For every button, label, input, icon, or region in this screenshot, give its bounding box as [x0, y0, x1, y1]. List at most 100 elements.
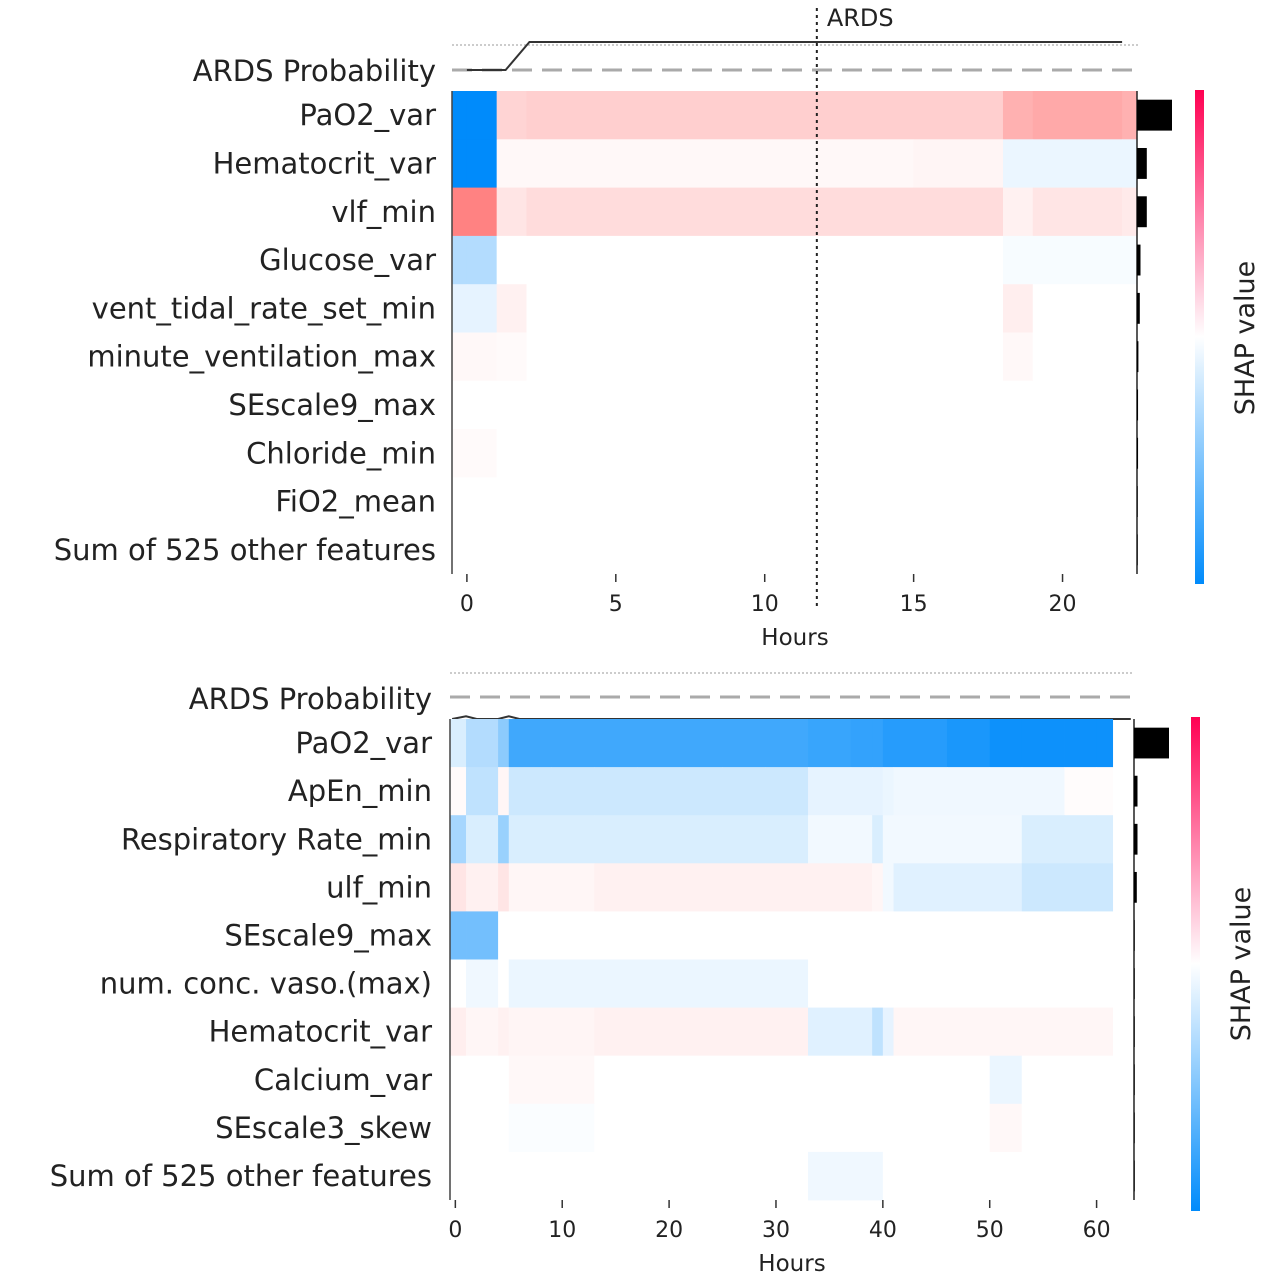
colorbar-label: SHAP value [1226, 887, 1257, 1042]
heatmap-cell [1032, 139, 1123, 188]
colorbar-label: SHAP value [1230, 261, 1261, 416]
heatmap-cell [850, 1007, 873, 1057]
heatmap-cell [1021, 1055, 1065, 1105]
heatmap-cell [722, 1007, 766, 1057]
heatmap-cell [466, 187, 498, 237]
feature-label: Sum of 525 other features [50, 1159, 432, 1193]
heatmap-cell [882, 1151, 894, 1201]
heatmap-cell [1002, 525, 1034, 575]
heatmap-cell [1096, 1007, 1114, 1057]
heatmap-cell [882, 767, 894, 816]
importance-bar [1137, 99, 1172, 131]
heatmap-cell [1122, 380, 1138, 430]
x-tick-label: 15 [900, 592, 928, 617]
heatmap-cell [508, 767, 552, 816]
heatmap-cell [989, 815, 1023, 864]
heatmap-cell [913, 187, 1004, 237]
heatmap-cell [1002, 332, 1034, 382]
output-row-label: ARDS Probability [189, 682, 432, 716]
heatmap-cell [946, 863, 991, 912]
heatmap-cell [913, 477, 1004, 527]
heatmap-cell [765, 719, 809, 768]
heatmap-cell [450, 863, 467, 912]
x-tick-label: 20 [655, 1218, 683, 1243]
heatmap-cell [893, 767, 948, 816]
heatmap-cell [1064, 815, 1097, 864]
heatmap-cell [452, 525, 468, 575]
heatmap-cell [882, 1055, 894, 1105]
probability-curve [466, 41, 1123, 71]
heatmap-cell [808, 1055, 852, 1105]
heatmap-cell [637, 767, 681, 816]
heatmap-cell [466, 477, 498, 527]
heatmap-cell [551, 1103, 595, 1153]
heatmap-cell [850, 911, 873, 960]
heatmap-cell [808, 815, 852, 864]
heatmap-cell [450, 1055, 467, 1105]
heatmap-cell [765, 959, 809, 1008]
heatmap-cell [850, 767, 873, 816]
heatmap-cell [1122, 525, 1138, 575]
heatmap-cell [679, 719, 723, 768]
heatmap-cell [637, 1055, 681, 1105]
heatmap-cell [466, 1103, 499, 1153]
heatmap-cell [551, 1055, 595, 1105]
heatmap-cell [872, 1055, 884, 1105]
heatmap-cell [526, 477, 915, 527]
feature-label: ApEn_min [288, 774, 432, 808]
heatmap-cell [498, 767, 510, 816]
heatmap-cell [872, 815, 884, 864]
heatmap-cell [637, 1007, 681, 1057]
feature-label: FiO2_mean [275, 485, 436, 519]
heatmap-cell [882, 911, 894, 960]
heatmap-cell [1064, 911, 1097, 960]
heatmap-cell [1122, 139, 1138, 188]
heatmap-cell [452, 235, 468, 285]
heatmap-cell [850, 1055, 873, 1105]
heatmap-cell [989, 1055, 1023, 1105]
importance-bars [1134, 727, 1169, 1192]
heatmap-cell [1002, 380, 1034, 430]
heatmap-cell [594, 911, 638, 960]
heatmap-cell [946, 911, 991, 960]
heatmap-cell [872, 1103, 884, 1153]
x-tick-label: 5 [609, 592, 623, 617]
heatmap-cell [637, 1151, 681, 1201]
heatmap-cell [765, 863, 809, 912]
heatmap-cell [526, 429, 915, 478]
heatmap-cell [466, 719, 499, 768]
feature-label: SEscale9_max [228, 388, 436, 422]
heatmap-cell [1002, 429, 1034, 478]
heatmap-cell [498, 1055, 510, 1105]
heatmap-cell [1122, 332, 1138, 382]
heatmap-cell [765, 1151, 809, 1201]
heatmap-cell [679, 911, 723, 960]
heatmap-cells [450, 719, 1114, 1201]
heatmap-cell [450, 815, 467, 864]
heatmap-cell [765, 1103, 809, 1153]
heatmap-cell [466, 1007, 499, 1057]
x-tick-label: 0 [460, 592, 474, 617]
heatmap-cell [508, 719, 552, 768]
x-axis-ticks: 0 5 10 15 20 [460, 574, 1077, 617]
importance-bar [1137, 534, 1138, 566]
heatmap-cell [594, 1007, 638, 1057]
heatmap-cell [882, 1103, 894, 1153]
heatmap-cell [498, 815, 510, 864]
heatmap-cell [893, 1151, 948, 1201]
feature-label: minute_ventilation_max [87, 340, 436, 374]
feature-label: Chloride_min [246, 436, 436, 470]
heatmap-cell [1021, 1151, 1065, 1201]
feature-label: Hematocrit_var [209, 1015, 433, 1049]
importance-bar [1137, 244, 1141, 276]
heatmap-cell [882, 1007, 894, 1057]
heatmap-cell [498, 863, 510, 912]
heatmap-cell [989, 719, 1023, 768]
colorbar [1195, 90, 1204, 584]
feature-label: Glucose_var [259, 243, 436, 277]
heatmap-cell [466, 863, 499, 912]
feature-label: Respiratory Rate_min [121, 822, 432, 856]
heatmap-cell [1064, 863, 1097, 912]
heatmap-cell [526, 332, 915, 382]
importance-bar [1134, 1160, 1135, 1192]
